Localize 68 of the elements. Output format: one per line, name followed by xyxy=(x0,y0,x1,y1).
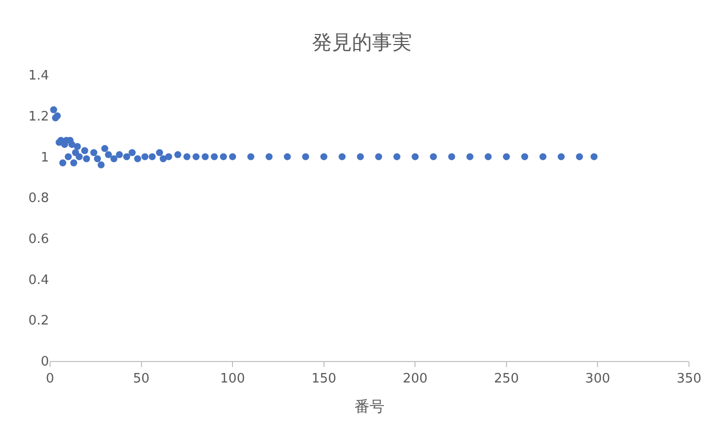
y-tick-label: 1.2 xyxy=(28,109,49,124)
y-tick-label: 0.4 xyxy=(28,272,49,288)
x-tick-label: 350 xyxy=(676,372,702,387)
point xyxy=(156,149,164,156)
point xyxy=(466,153,474,160)
point xyxy=(521,153,528,160)
point xyxy=(70,159,78,166)
point xyxy=(74,143,81,150)
point xyxy=(90,149,98,156)
point xyxy=(76,153,83,160)
point xyxy=(539,153,546,160)
point xyxy=(116,151,123,158)
point xyxy=(375,153,382,160)
point xyxy=(83,155,90,162)
point xyxy=(590,153,598,160)
point xyxy=(174,151,182,158)
point xyxy=(123,153,130,160)
x-tick-label: 50 xyxy=(133,372,150,387)
y-tick-label: 0.2 xyxy=(28,314,49,329)
point xyxy=(484,153,492,160)
point xyxy=(320,153,328,160)
point xyxy=(192,153,200,160)
x-tick-label: 100 xyxy=(220,372,245,387)
point xyxy=(266,153,273,160)
x-tick-label: 200 xyxy=(402,372,428,387)
point xyxy=(148,153,156,160)
point xyxy=(165,153,172,160)
y-tick-label: 0.8 xyxy=(28,191,49,206)
point xyxy=(110,155,118,162)
point xyxy=(59,159,66,166)
point xyxy=(104,151,112,158)
point xyxy=(284,153,291,160)
y-tick-label: 0 xyxy=(40,354,49,370)
y-tick-label: 1.4 xyxy=(28,68,49,84)
point xyxy=(412,153,419,160)
point xyxy=(393,153,400,160)
point xyxy=(576,153,583,160)
x-tick-label: 250 xyxy=(494,372,519,387)
x-axis-title: 番号 xyxy=(354,398,384,416)
point xyxy=(81,147,88,154)
point xyxy=(68,140,76,148)
y-tick-label: 1 xyxy=(40,150,49,166)
point xyxy=(430,153,437,160)
point xyxy=(502,153,510,160)
point xyxy=(98,161,105,168)
point xyxy=(302,153,310,160)
point xyxy=(229,153,236,160)
point xyxy=(338,153,346,160)
y-tick-label: 0.6 xyxy=(28,232,49,247)
x-tick-label: 150 xyxy=(311,372,336,387)
point xyxy=(202,153,209,160)
point xyxy=(134,155,142,162)
point xyxy=(448,153,456,160)
point xyxy=(210,153,218,160)
point xyxy=(141,153,148,160)
point xyxy=(128,149,136,156)
chart-title: 発見的事実 xyxy=(312,30,412,54)
point xyxy=(160,155,167,162)
point xyxy=(64,153,72,160)
x-tick-label: 300 xyxy=(585,372,610,387)
point xyxy=(247,153,254,160)
point xyxy=(220,153,227,160)
point xyxy=(50,106,58,114)
point xyxy=(94,155,101,162)
point xyxy=(101,145,108,152)
point xyxy=(356,153,364,160)
point xyxy=(183,153,190,160)
point xyxy=(558,153,565,160)
